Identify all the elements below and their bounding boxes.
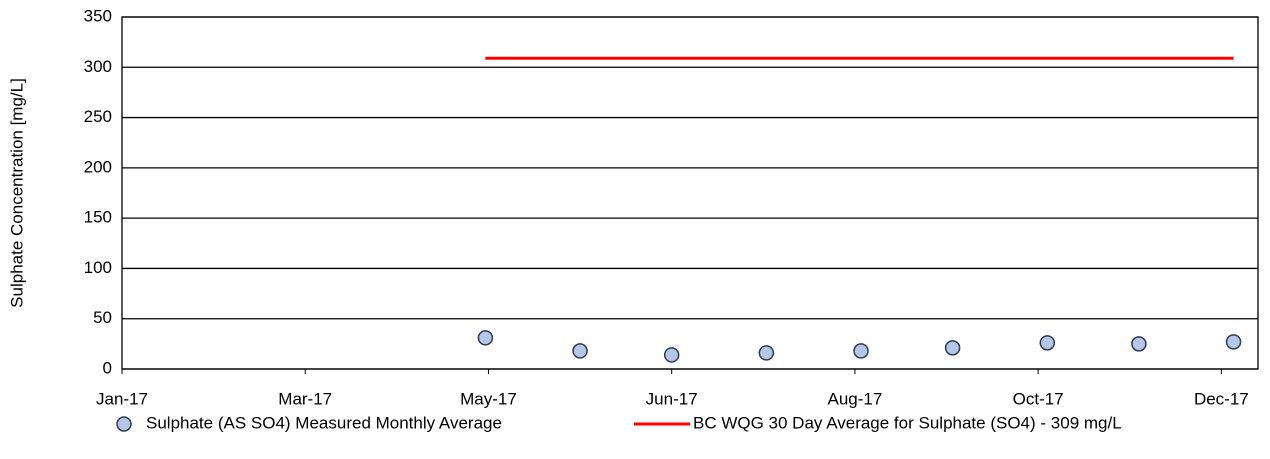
y-axis-title: Sulphate Concentration [mg/L] [7, 78, 26, 308]
data-point [758, 345, 775, 361]
legend-marker [116, 416, 132, 432]
data-point [944, 340, 961, 356]
y-tick-label: 250 [84, 107, 112, 126]
y-tick-label: 200 [84, 157, 112, 176]
data-point [663, 347, 680, 363]
y-tick-label: 300 [84, 57, 112, 76]
plot-border [121, 16, 1259, 370]
data-point [477, 330, 494, 346]
y-tick-label: 100 [84, 258, 112, 277]
data-point [572, 343, 588, 359]
legend-label: Sulphate (AS SO4) Measured Monthly Avera… [146, 413, 502, 432]
x-tick-label: Jun-17 [646, 389, 698, 408]
data-point [1225, 334, 1242, 350]
x-tick-label: Jan-17 [96, 389, 148, 408]
data-point [853, 343, 869, 359]
legend-label: BC WQG 30 Day Average for Sulphate (SO4)… [693, 413, 1122, 432]
y-tick-label: 350 [84, 6, 112, 25]
x-tick-label: May-17 [460, 389, 517, 408]
x-tick-label: Aug-17 [827, 389, 882, 408]
y-tick-label: 0 [103, 358, 112, 377]
x-tick-label: Dec-17 [1194, 389, 1249, 408]
data-point [1039, 335, 1056, 351]
x-tick-label: Oct-17 [1013, 389, 1064, 408]
data-point [1131, 336, 1147, 352]
y-tick-label: 50 [93, 308, 112, 327]
y-tick-label: 150 [84, 208, 112, 227]
x-tick-label: Mar-17 [278, 389, 332, 408]
